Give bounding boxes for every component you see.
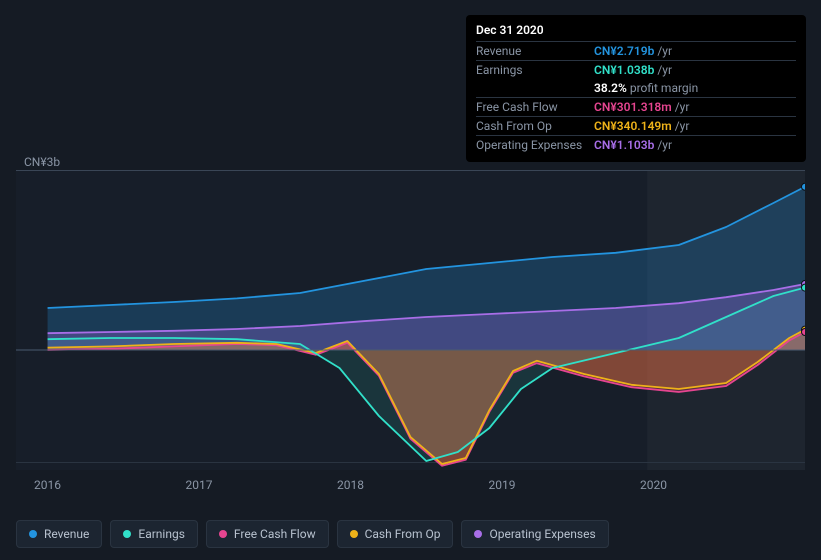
tooltip-row-value: CN¥340.149m/yr: [594, 119, 689, 133]
chart-container: Dec 31 2020 RevenueCN¥2.719b/yrEarningsC…: [0, 0, 821, 560]
x-axis: 2016 2017 2018 2019 2020: [16, 478, 805, 498]
legend-item[interactable]: Earnings: [110, 520, 198, 548]
tooltip-rows: RevenueCN¥2.719b/yrEarningsCN¥1.038b/yr3…: [476, 41, 796, 154]
legend-color-dot: [474, 530, 482, 538]
x-axis-tick: 2020: [640, 478, 667, 492]
tooltip-row-label: Revenue: [476, 44, 594, 58]
tooltip-row-label: Cash From Op: [476, 119, 594, 133]
tooltip-row-value: CN¥1.038b/yr: [594, 63, 672, 77]
x-axis-tick: 2018: [337, 478, 364, 492]
tooltip-row-label: Operating Expenses: [476, 138, 594, 152]
tooltip-row-value: CN¥2.719b/yr: [594, 44, 672, 58]
legend-label: Revenue: [44, 527, 89, 541]
tooltip-row-label: Earnings: [476, 63, 594, 77]
tooltip-row: EarningsCN¥1.038b/yr: [476, 60, 796, 79]
legend-item[interactable]: Cash From Op: [337, 520, 454, 548]
tooltip-row: Free Cash FlowCN¥301.318m/yr: [476, 97, 796, 116]
tooltip-row-value: CN¥301.318m/yr: [594, 100, 689, 114]
tooltip-row-value: CN¥1.103b/yr: [594, 138, 672, 152]
tooltip-row-label: [476, 81, 594, 95]
x-axis-tick: 2016: [34, 478, 61, 492]
tooltip-row: 38.2%profit margin: [476, 79, 796, 97]
hover-tooltip: Dec 31 2020 RevenueCN¥2.719b/yrEarningsC…: [466, 15, 806, 162]
chart-svg: [16, 170, 805, 470]
legend-item[interactable]: Free Cash Flow: [206, 520, 329, 548]
legend-label: Earnings: [138, 527, 185, 541]
tooltip-date: Dec 31 2020: [476, 23, 796, 37]
legend-label: Operating Expenses: [489, 527, 595, 541]
legend-label: Cash From Op: [365, 527, 441, 541]
legend-color-dot: [219, 530, 227, 538]
legend-label: Free Cash Flow: [234, 527, 316, 541]
y-axis-max-label: CN¥3b: [24, 155, 60, 169]
tooltip-row: RevenueCN¥2.719b/yr: [476, 41, 796, 60]
chart-plot-area[interactable]: [16, 170, 805, 470]
legend-color-dot: [123, 530, 131, 538]
tooltip-row-label: Free Cash Flow: [476, 100, 594, 114]
legend-color-dot: [29, 530, 37, 538]
x-axis-tick: 2017: [186, 478, 213, 492]
tooltip-row-value: 38.2%profit margin: [594, 81, 698, 95]
legend-item[interactable]: Revenue: [16, 520, 102, 548]
legend-color-dot: [350, 530, 358, 538]
legend-item[interactable]: Operating Expenses: [461, 520, 608, 548]
legend: Revenue Earnings Free Cash Flow Cash From O…: [16, 520, 609, 548]
x-axis-tick: 2019: [489, 478, 516, 492]
tooltip-row: Operating ExpensesCN¥1.103b/yr: [476, 135, 796, 154]
tooltip-row: Cash From OpCN¥340.149m/yr: [476, 116, 796, 135]
